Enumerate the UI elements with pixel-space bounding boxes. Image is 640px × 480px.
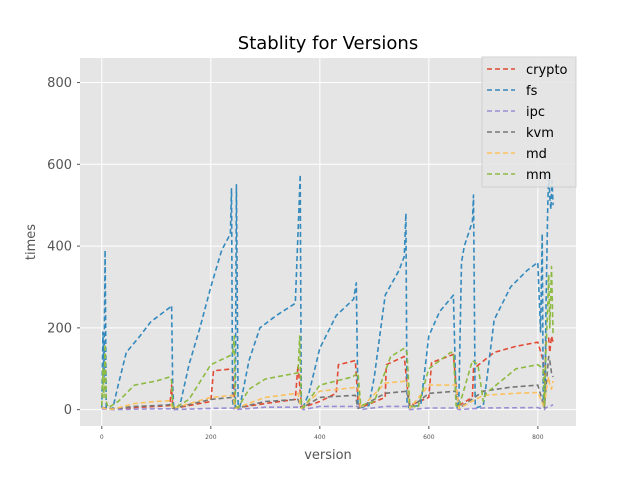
legend-box bbox=[481, 56, 577, 188]
chart-title: Stablity for Versions bbox=[238, 33, 418, 54]
x-tick-label: 400 bbox=[314, 434, 326, 441]
y-tick-label: 0 bbox=[64, 403, 72, 418]
legend: crypto fs ipc kvm md mm bbox=[481, 56, 577, 188]
y-tick-label: 400 bbox=[47, 240, 72, 255]
legend-label-crypto: crypto bbox=[526, 63, 568, 78]
x-tick-label: 200 bbox=[205, 434, 217, 441]
y-tick-label: 200 bbox=[47, 321, 72, 336]
x-axis-label: version bbox=[304, 448, 352, 463]
x-tick-label: 0 bbox=[100, 434, 104, 441]
legend-label-mm: mm bbox=[526, 168, 551, 183]
series-line-fs bbox=[101, 171, 554, 410]
axis-ticks: 0 200 400 600 800 0 200 400 600 800 bbox=[47, 76, 544, 441]
legend-label-kvm: kvm bbox=[526, 126, 554, 141]
series-layer bbox=[101, 171, 554, 411]
series-line-mm bbox=[101, 265, 554, 409]
legend-label-fs: fs bbox=[526, 84, 538, 99]
legend-label-ipc: ipc bbox=[526, 105, 545, 120]
y-tick-label: 600 bbox=[47, 158, 72, 173]
legend-label-md: md bbox=[526, 147, 547, 162]
x-tick-label: 800 bbox=[532, 434, 544, 441]
x-tick-label: 600 bbox=[423, 434, 435, 441]
y-axis-label: times bbox=[24, 224, 39, 260]
y-tick-label: 800 bbox=[47, 76, 72, 91]
